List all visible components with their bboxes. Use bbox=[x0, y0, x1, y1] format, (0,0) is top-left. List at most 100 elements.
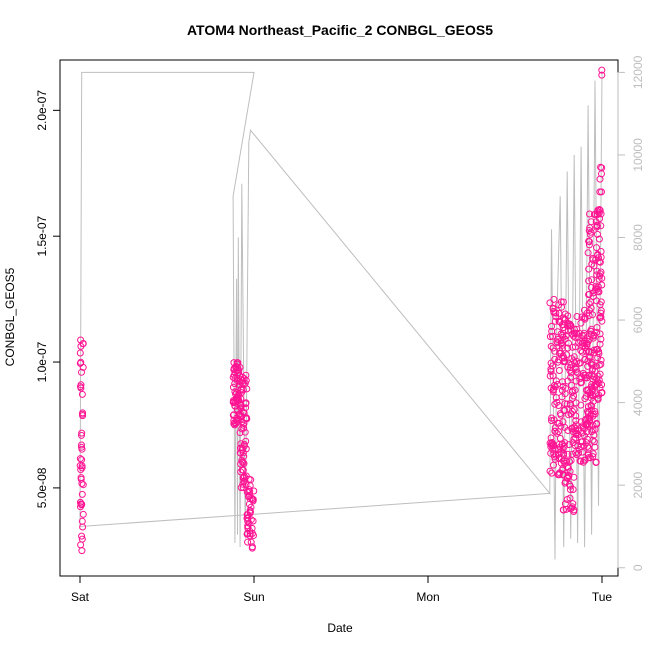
data-point bbox=[562, 505, 570, 513]
data-point bbox=[572, 412, 580, 420]
data-point bbox=[575, 339, 582, 347]
data-point bbox=[551, 424, 559, 432]
data-point bbox=[589, 365, 597, 373]
data-point bbox=[575, 449, 582, 457]
data-point bbox=[596, 314, 604, 322]
data-point bbox=[249, 495, 257, 503]
data-point bbox=[77, 500, 85, 508]
data-point bbox=[559, 506, 567, 514]
data-point bbox=[571, 364, 579, 372]
data-point bbox=[233, 389, 241, 397]
data-point bbox=[548, 322, 555, 330]
data-point bbox=[550, 461, 557, 469]
data-point bbox=[244, 514, 252, 522]
data-point bbox=[550, 381, 558, 389]
data-point bbox=[587, 401, 595, 409]
data-point bbox=[594, 378, 602, 386]
data-point bbox=[248, 524, 256, 532]
data-point bbox=[551, 453, 558, 461]
data-point bbox=[547, 449, 555, 457]
data-point bbox=[564, 344, 572, 352]
data-point bbox=[588, 358, 596, 366]
data-point bbox=[596, 301, 604, 309]
data-point bbox=[593, 267, 601, 275]
data-point bbox=[76, 349, 84, 357]
x-axis: Sat Sun Mon Tue bbox=[71, 575, 612, 604]
data-point bbox=[570, 325, 578, 333]
data-point bbox=[236, 429, 244, 437]
data-point bbox=[585, 227, 593, 234]
data-point bbox=[573, 358, 581, 365]
y2-tick-label: 0 bbox=[631, 564, 645, 571]
data-point bbox=[79, 510, 87, 518]
data-point bbox=[551, 400, 559, 408]
data-point bbox=[589, 436, 597, 444]
data-point bbox=[77, 342, 85, 350]
x-tick-label: Sat bbox=[71, 590, 90, 604]
data-point bbox=[561, 357, 569, 365]
data-point bbox=[244, 538, 252, 546]
data-point bbox=[584, 249, 592, 257]
data-point bbox=[78, 443, 85, 451]
data-point bbox=[78, 532, 86, 540]
data-point bbox=[244, 487, 252, 495]
data-point bbox=[240, 380, 248, 388]
data-point bbox=[588, 428, 596, 436]
data-point bbox=[240, 409, 248, 417]
data-point bbox=[596, 330, 604, 338]
data-point bbox=[580, 306, 588, 314]
data-point bbox=[561, 423, 569, 431]
data-point bbox=[558, 321, 566, 328]
data-point bbox=[232, 364, 240, 372]
data-point bbox=[553, 398, 561, 406]
data-point bbox=[566, 480, 573, 488]
data-point bbox=[561, 390, 569, 398]
data-point bbox=[550, 295, 558, 303]
y2-tick-label: 12000 bbox=[631, 55, 645, 89]
data-point bbox=[595, 235, 603, 243]
y2-tick-label: 10000 bbox=[631, 138, 645, 172]
y2-tick-label: 4000 bbox=[631, 389, 645, 416]
data-point bbox=[562, 332, 570, 340]
data-point bbox=[237, 440, 245, 448]
data-point bbox=[594, 395, 602, 403]
data-point bbox=[571, 359, 579, 367]
data-point bbox=[563, 400, 571, 408]
data-point bbox=[572, 368, 580, 376]
data-point bbox=[598, 170, 605, 178]
data-point bbox=[248, 543, 256, 551]
data-point bbox=[555, 301, 563, 309]
data-point bbox=[572, 417, 580, 425]
data-point bbox=[569, 500, 577, 508]
data-point bbox=[571, 333, 579, 341]
data-point bbox=[79, 363, 87, 371]
data-point bbox=[77, 474, 85, 482]
data-point bbox=[237, 404, 245, 412]
data-point bbox=[230, 411, 238, 419]
y-axis-left: 5.0e-08 1.0e-07 1.5e-07 2.0e-07 bbox=[35, 90, 61, 508]
data-point bbox=[569, 343, 577, 351]
data-point bbox=[238, 425, 246, 433]
data-point bbox=[585, 238, 593, 246]
data-point bbox=[598, 281, 606, 289]
primary-points-layer bbox=[76, 66, 606, 555]
data-point bbox=[567, 369, 575, 377]
data-point bbox=[585, 265, 593, 273]
data-point bbox=[566, 467, 574, 475]
data-point bbox=[585, 290, 593, 298]
data-point bbox=[558, 441, 566, 449]
data-point bbox=[78, 456, 86, 464]
data-point bbox=[592, 458, 600, 466]
data-point bbox=[581, 432, 588, 440]
data-point bbox=[551, 347, 559, 355]
data-point bbox=[549, 446, 557, 454]
data-point bbox=[585, 241, 593, 249]
data-point bbox=[559, 383, 567, 390]
data-point bbox=[585, 312, 593, 320]
data-point bbox=[550, 307, 558, 315]
data-point bbox=[597, 335, 605, 343]
data-point bbox=[239, 449, 247, 457]
data-point bbox=[555, 367, 563, 374]
data-point bbox=[237, 484, 245, 492]
data-point bbox=[549, 386, 557, 394]
